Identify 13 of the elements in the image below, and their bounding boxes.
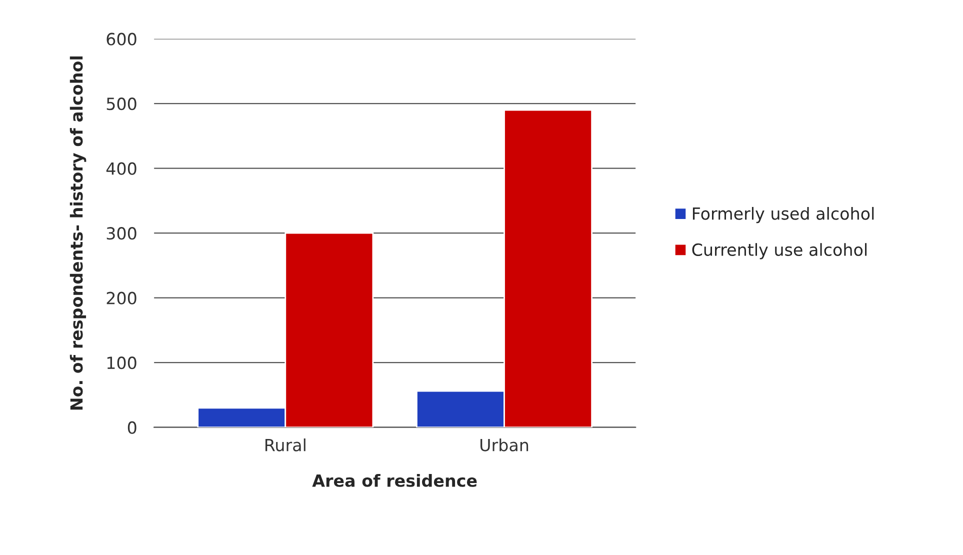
x-tick-label: Rural	[265, 438, 306, 452]
x-tick-label: Urban	[480, 438, 528, 452]
y-tick-label: 400	[106, 162, 136, 175]
y-tick-label: 300	[106, 227, 136, 240]
legend-label: Currently use alcohol	[692, 243, 867, 260]
y-tick-label: 200	[106, 292, 136, 304]
y-tick-label: 100	[107, 356, 136, 370]
y-axis-title: No. of respondents- history of alcohol	[70, 56, 86, 410]
y-tick-label: 500	[106, 98, 136, 110]
legend-label: Formerly used alcohol	[692, 206, 874, 224]
y-tick-label: 0	[128, 421, 136, 434]
x-axis-title: Area of residence	[312, 474, 477, 487]
y-tick-label: 600	[106, 32, 136, 46]
